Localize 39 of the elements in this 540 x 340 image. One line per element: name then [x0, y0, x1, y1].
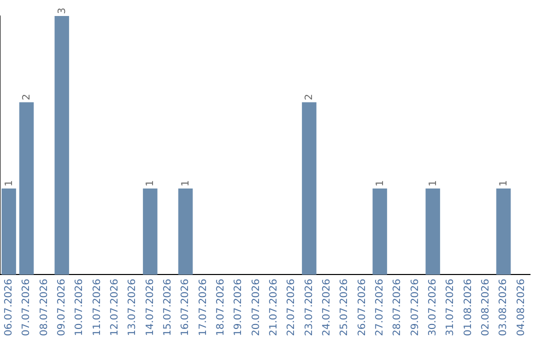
- x-tick-label: 30.07.2026: [427, 278, 438, 336]
- x-tick-label: 25.07.2026: [339, 278, 350, 336]
- x-tick-label: 03.08.2026: [498, 278, 510, 336]
- x-tick-label: 26.07.2026: [356, 278, 368, 336]
- x-tick-label: 08.07.2026: [38, 278, 50, 336]
- x-tick-label: 14.07.2026: [144, 278, 156, 336]
- data-label: 2: [304, 94, 316, 100]
- x-tick-label: 15.07.2026: [162, 278, 174, 336]
- x-tick-label: 19.07.2026: [233, 278, 244, 336]
- x-tick-label: 22.07.2026: [286, 278, 298, 336]
- x-tick-label: 02.08.2026: [480, 278, 492, 336]
- data-label: 1: [180, 180, 192, 186]
- x-tick-label: 17.07.2026: [198, 278, 209, 336]
- x-tick-label: 28.07.2026: [392, 278, 404, 336]
- x-tick-label: 10.07.2026: [74, 278, 86, 336]
- x-tick-label: 11.07.2026: [92, 278, 103, 336]
- x-tick-label: 07.07.2026: [21, 278, 32, 336]
- data-label: 3: [56, 8, 68, 14]
- x-tick-label: 23.07.2026: [304, 278, 315, 336]
- data-label: 1: [4, 180, 15, 186]
- x-tick-label: 18.07.2026: [215, 278, 226, 336]
- x-tick-label: 13.07.2026: [127, 278, 138, 336]
- x-tick-label: 31.07.2026: [445, 278, 456, 336]
- x-tick-label: 12.07.2026: [109, 278, 120, 336]
- x-tick-label: 20.07.2026: [250, 278, 262, 336]
- x-tick-label: 01.08.2026: [462, 278, 474, 336]
- x-tick-label: 04.08.2026: [516, 278, 527, 336]
- data-label: 1: [374, 180, 386, 186]
- x-tick-label: 06.07.2026: [3, 278, 14, 336]
- x-tick-label: 21.07.2026: [268, 278, 280, 336]
- data-label: 2: [22, 94, 32, 100]
- x-tick-label: 27.07.2026: [374, 278, 386, 336]
- x-tick-label: 24.07.2026: [321, 278, 332, 336]
- data-label: 1: [498, 180, 510, 186]
- x-tick-label: 09.07.2026: [56, 278, 68, 336]
- x-tick-label: 16.07.2026: [180, 278, 192, 336]
- data-label: 1: [145, 180, 156, 186]
- data-label: 1: [428, 180, 439, 186]
- x-tick-label: 29.07.2026: [410, 278, 421, 336]
